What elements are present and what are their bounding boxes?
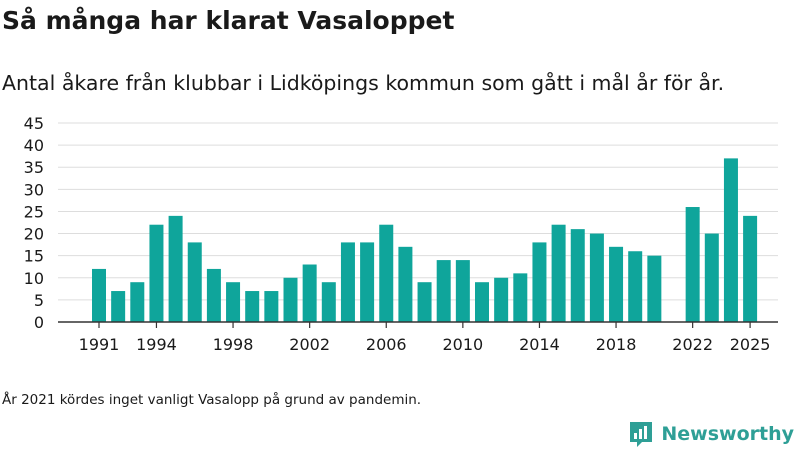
bar-2018[interactable] (609, 246, 624, 322)
y-tick-label: 5 (34, 291, 44, 310)
bar-2015[interactable] (551, 224, 566, 322)
bar-2013[interactable] (513, 273, 528, 322)
bar-2020[interactable] (647, 255, 662, 322)
bar-1994[interactable] (149, 224, 164, 322)
y-tick-label: 25 (24, 202, 44, 221)
bar-2004[interactable] (340, 242, 355, 322)
bar-1998[interactable] (226, 282, 241, 322)
y-tick-label: 40 (24, 136, 44, 155)
chart-title: Så många har klarat Vasaloppet (2, 6, 455, 35)
y-tick-label: 15 (24, 247, 44, 266)
bar-1999[interactable] (245, 291, 260, 322)
x-tick-label: 1998 (213, 335, 254, 354)
bar-2014[interactable] (532, 242, 547, 322)
x-tick-label: 2022 (672, 335, 713, 354)
bar-2010[interactable] (455, 260, 470, 322)
bar-chart-flag-icon (630, 422, 653, 447)
bar-1993[interactable] (130, 282, 145, 322)
bar-2016[interactable] (570, 229, 585, 322)
brand-name: Newsworthy (661, 423, 794, 445)
bar-2003[interactable] (321, 282, 336, 322)
x-tick-label: 2014 (519, 335, 560, 354)
x-tick-label: 2010 (442, 335, 483, 354)
bar-1991[interactable] (92, 268, 106, 322)
bar-2005[interactable] (360, 242, 375, 322)
gridlines (58, 122, 778, 301)
y-axis-ticks: 0 5 10 15 20 25 30 35 40 45 (24, 114, 44, 332)
y-tick-label: 35 (24, 158, 44, 177)
brand-logo[interactable]: Newsworthy (628, 418, 794, 450)
x-tick-label: 2018 (596, 335, 637, 354)
x-tick-label: 2025 (730, 335, 771, 354)
bar-1996[interactable] (187, 242, 202, 322)
bar-2000[interactable] (264, 291, 279, 322)
chart-subtitle: Antal åkare från klubbar i Lidköpings ko… (2, 71, 725, 95)
x-tick-label: 1994 (136, 335, 177, 354)
x-tick-label: 2002 (289, 335, 330, 354)
bar-1992[interactable] (111, 291, 126, 322)
bar-2006[interactable] (379, 224, 394, 322)
bar-2025[interactable] (743, 215, 758, 322)
bars (92, 158, 758, 322)
bar-2024[interactable] (723, 158, 738, 322)
x-axis-ticks: 1991 1994 1998 2002 2006 2010 2014 2018 2022 2025 (79, 322, 771, 354)
bar-2009[interactable] (436, 260, 451, 322)
bar-2012[interactable] (494, 277, 509, 322)
bar-2002[interactable] (302, 264, 317, 322)
y-tick-label: 45 (24, 114, 44, 133)
bar-2001[interactable] (283, 277, 298, 322)
y-tick-label: 30 (24, 180, 44, 199)
bar-2007[interactable] (398, 246, 413, 322)
y-tick-label: 0 (34, 313, 44, 332)
footnote: År 2021 kördes inget vanligt Vasalopp på… (2, 392, 422, 408)
bar-2017[interactable] (589, 233, 604, 322)
y-tick-label: 10 (24, 269, 44, 288)
bar-2022[interactable] (685, 207, 700, 322)
bar-2011[interactable] (475, 282, 489, 322)
bar-2023[interactable] (704, 233, 719, 322)
y-tick-label: 20 (24, 225, 44, 244)
x-tick-label: 1991 (79, 335, 120, 354)
bar-2008[interactable] (417, 282, 432, 322)
bar-2019[interactable] (628, 251, 643, 322)
x-tick-label: 2006 (366, 335, 407, 354)
bar-1997[interactable] (206, 268, 221, 322)
bar-1995[interactable] (168, 215, 183, 322)
